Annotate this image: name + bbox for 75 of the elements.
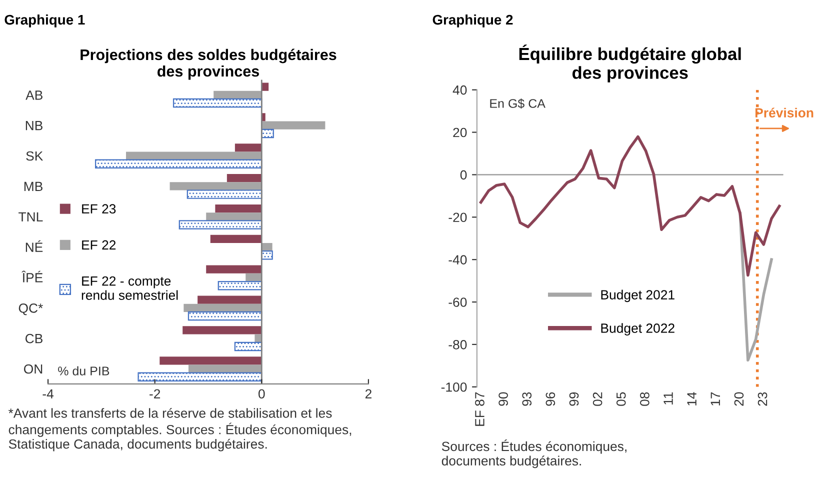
ref-line-label: Prévision [755,108,814,118]
annotation: % du PIB [58,366,110,376]
chart-title: Équilibre budgétaire global des provinces [519,44,741,82]
bar [188,364,262,373]
x-tick-label: 96 [546,392,556,406]
x-tick-label: 17 [710,392,720,406]
bar [170,182,262,190]
y-tick-label: -40 [448,255,467,264]
y-tick-label: AB [26,90,42,100]
chart-title: Projections des soldes budgétaires des provinces [80,48,336,80]
bar [234,144,262,152]
legend-label: EF 23 [82,204,116,214]
x-tick-label: 23 [758,392,768,406]
x-tick-label: 08 [640,392,650,406]
bar [210,234,262,243]
bar [160,356,262,365]
legend-label: EF 22 - compte rendu semestriel [82,276,178,300]
x-tick-label: 93 [522,392,532,406]
text: Graphique 2 [432,14,513,28]
bar [261,250,273,260]
legend-label: EF 22 [82,240,116,250]
line-series [479,135,781,277]
y-tick-label: -80 [448,340,467,350]
bar [188,311,262,321]
bar [138,372,262,382]
y-tick-label: -60 [448,298,467,307]
x-tick-label: 20 [734,392,744,406]
text: Graphique 1 [4,14,85,28]
bar [234,342,262,352]
y-tick-label: SK [26,151,44,161]
y-tick-label: QC* [18,303,43,316]
x-tick-label: 90 [498,392,508,406]
x-tick-label: 0 [258,389,265,399]
y-tick-label: NB [26,121,42,130]
x-tick-label: -2 [150,389,160,398]
y-tick-label: CB [26,334,42,344]
x-tick-label: 05 [616,392,626,406]
bar [184,304,262,312]
text: *Avant les transferts de la réserve de stabilisation et les changements comptables. Sources : Études économiques, Statistique Canada, documents budgétaires. [8,408,352,452]
y-tick-label: 0 [460,170,467,180]
bar [262,121,326,130]
y-tick-label: NÉ [26,240,43,252]
bar [198,296,262,304]
y-tick-label: 20 [453,128,467,138]
x-tick-label: 11 [664,392,673,404]
x-tick-label: 2 [365,389,372,398]
y-tick-label: 40 [452,85,467,95]
legend-label: Budget 2022 [601,323,674,336]
bar [226,174,262,182]
source-note: Sources : Études économiques, documents budgétaires. [442,440,626,468]
y-tick-label: ÎPÉ [22,270,43,282]
legend-label: Budget 2021 [601,290,674,302]
y-tick-label: -20 [448,212,467,222]
bar [95,159,262,168]
y-tick-label: MB [24,182,42,191]
x-tick-label: EF 87 [475,392,484,426]
line-series [738,212,773,362]
y-tick-label: ON [24,364,42,374]
bar [182,326,262,334]
x-tick-label: 14 [687,392,696,406]
bar [218,280,262,290]
y-tick-label: TNL [18,212,43,222]
x-tick-label: -4 [42,389,54,398]
bar [186,190,262,199]
annotation: En G$ CA [490,98,546,109]
x-tick-label: 99 [569,392,579,406]
bar [215,204,262,213]
bar [214,90,262,99]
bar [172,98,262,108]
x-tick-label: 02 [592,392,602,406]
bar [206,212,262,221]
bar [206,265,262,274]
bar [178,220,262,230]
y-tick-label: -100 [441,382,467,392]
bar [126,152,262,160]
